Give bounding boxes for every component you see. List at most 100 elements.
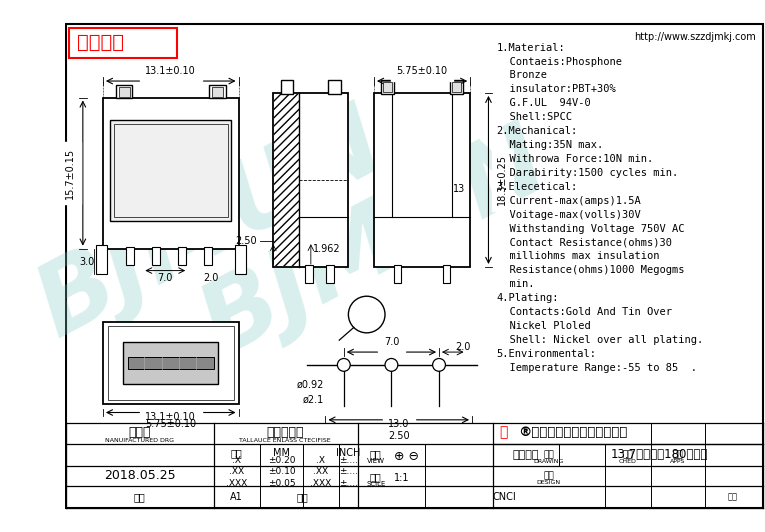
Text: Bronze: Bronze: [496, 70, 547, 80]
Text: http://www.szzdjmkj.com: http://www.szzdjmkj.com: [634, 31, 756, 41]
Circle shape: [385, 359, 398, 371]
Text: 13.1±0.10: 13.1±0.10: [145, 412, 196, 422]
Text: 13.0: 13.0: [388, 419, 409, 429]
Text: ø0.92: ø0.92: [296, 380, 324, 390]
Text: APPS: APPS: [670, 459, 685, 463]
Text: Contact Resistance(ohms)30: Contact Resistance(ohms)30: [496, 237, 672, 247]
Text: Voitage-max(volls)30V: Voitage-max(volls)30V: [496, 210, 640, 220]
Bar: [273, 93, 348, 267]
Text: A1: A1: [230, 492, 243, 502]
Text: Mating:35N max.: Mating:35N max.: [496, 140, 603, 150]
Bar: [443, 265, 450, 284]
Bar: [209, 85, 226, 98]
Text: 审核: 审核: [622, 450, 633, 459]
Text: 5.75±0.10: 5.75±0.10: [396, 65, 448, 76]
Text: NANUIFACTURED DRG: NANUIFACTURED DRG: [105, 438, 174, 443]
Text: Iemperature Range:-55 to 85  .: Iemperature Range:-55 to 85 .: [496, 363, 697, 373]
Text: Contacts:Gold And Tin Over: Contacts:Gold And Tin Over: [496, 307, 672, 317]
Text: 受控文件: 受控文件: [77, 33, 125, 52]
Text: min.: min.: [496, 279, 534, 289]
Bar: [108, 327, 234, 400]
Text: 公差一览表: 公差一览表: [266, 426, 304, 439]
Bar: [374, 93, 470, 267]
Bar: [69, 28, 177, 58]
Text: .XXX: .XXX: [311, 479, 331, 488]
Text: 13.7直边直脚180度插板: 13.7直边直脚180度插板: [611, 448, 708, 461]
Bar: [151, 247, 160, 265]
Text: 2018.05.25: 2018.05.25: [104, 469, 175, 482]
Text: 官: 官: [500, 426, 508, 439]
Text: CHED: CHED: [619, 459, 636, 463]
Text: .X: .X: [317, 455, 325, 464]
Bar: [328, 80, 341, 94]
Text: 角法: 角法: [370, 450, 382, 460]
Bar: [274, 94, 299, 266]
Text: Withstanding Voltage 750V AC: Withstanding Voltage 750V AC: [496, 223, 684, 234]
Text: 7.0: 7.0: [384, 337, 399, 346]
Text: SCILE: SCILE: [366, 481, 386, 487]
Text: 5.75±0.10: 5.75±0.10: [145, 419, 197, 429]
Text: insulator:PBT+30%: insulator:PBT+30%: [496, 85, 616, 94]
Bar: [126, 247, 134, 265]
Text: .XX: .XX: [314, 467, 328, 476]
Text: 版比: 版比: [728, 492, 738, 501]
Text: 3.Elecetical:: 3.Elecetical:: [496, 182, 578, 192]
Text: 比例: 比例: [370, 472, 382, 483]
Text: CNCI: CNCI: [492, 492, 516, 502]
Text: ±....: ±....: [339, 455, 358, 464]
Text: 制图: 制图: [544, 450, 555, 459]
Bar: [103, 97, 239, 248]
Text: Nickel Ploled: Nickel Ploled: [496, 321, 591, 331]
Bar: [119, 87, 129, 97]
Bar: [394, 265, 402, 284]
Text: 2.50: 2.50: [235, 236, 257, 246]
Bar: [96, 245, 106, 274]
Text: 18.3±0.25: 18.3±0.25: [497, 154, 507, 205]
Bar: [116, 85, 132, 98]
Text: 型型: 型型: [231, 448, 243, 458]
Bar: [381, 80, 394, 94]
Text: Shell:SPCC: Shell:SPCC: [496, 112, 571, 122]
Bar: [203, 247, 212, 265]
Text: 图号: 图号: [297, 492, 308, 502]
Text: 版本: 版本: [134, 492, 145, 502]
Text: .XX: .XX: [229, 467, 244, 476]
Text: 1.Material:: 1.Material:: [496, 43, 565, 53]
Text: Contaeis:Phosphone: Contaeis:Phosphone: [496, 56, 622, 66]
Text: .XXX: .XXX: [226, 479, 247, 488]
Text: .X: .X: [232, 455, 241, 464]
Text: 产品名称: 产品名称: [513, 450, 539, 460]
Text: 2.0: 2.0: [455, 342, 471, 352]
Bar: [452, 82, 461, 92]
Text: 7.0: 7.0: [158, 273, 173, 283]
Text: 4.Plating:: 4.Plating:: [496, 293, 559, 303]
Bar: [327, 265, 334, 284]
Text: milliohms max insulation: milliohms max insulation: [496, 251, 659, 261]
Text: 设计: 设计: [544, 471, 555, 480]
Text: ®深圳市兆达鑫科技有限公司: ®深圳市兆达鑫科技有限公司: [518, 426, 627, 439]
Text: DRAWING: DRAWING: [534, 459, 564, 463]
Text: ±....: ±....: [339, 467, 358, 476]
Text: G.F.UL  94V-0: G.F.UL 94V-0: [496, 98, 591, 108]
Circle shape: [348, 296, 385, 333]
Bar: [114, 124, 227, 218]
Circle shape: [337, 359, 350, 371]
Text: BJMUN: BJMUN: [186, 112, 565, 376]
Text: INCH: INCH: [336, 448, 360, 458]
Text: Withrowa Force:10N min.: Withrowa Force:10N min.: [496, 154, 653, 164]
Bar: [103, 322, 239, 404]
Bar: [178, 247, 187, 265]
Bar: [110, 120, 231, 221]
Circle shape: [433, 359, 445, 371]
Bar: [450, 80, 463, 94]
Text: ±....: ±....: [339, 479, 358, 488]
Text: MM: MM: [273, 448, 290, 458]
Text: 批准: 批准: [672, 450, 683, 459]
Bar: [128, 356, 213, 369]
Text: 2.0: 2.0: [203, 273, 219, 283]
Text: 产品图: 产品图: [129, 426, 151, 439]
Text: VIEW: VIEW: [367, 458, 385, 464]
Text: 5.Environmental:: 5.Environmental:: [496, 349, 597, 359]
Text: 13: 13: [453, 184, 465, 194]
Text: 2.Mechanical:: 2.Mechanical:: [496, 126, 578, 136]
